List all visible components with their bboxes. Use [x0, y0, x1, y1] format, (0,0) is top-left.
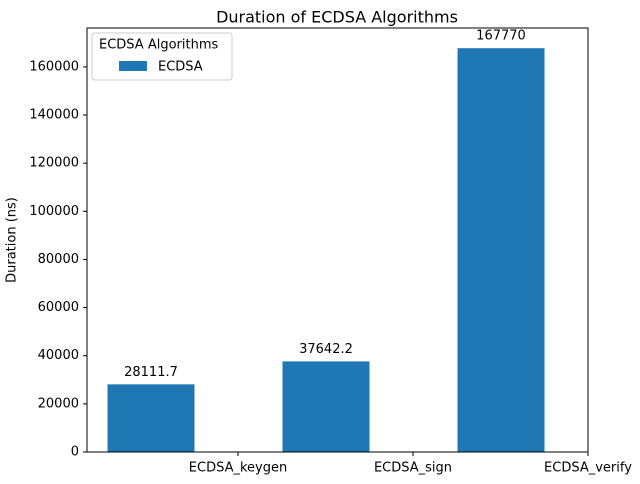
x-tick-label: ECDSA_keygen	[189, 461, 287, 476]
legend: ECDSA Algorithms ECDSA	[91, 32, 233, 81]
bar-ecdsa_verify	[457, 48, 545, 452]
bar-ecdsa_sign	[282, 361, 370, 452]
x-tick-label: ECDSA_sign	[374, 461, 452, 476]
y-tick-label: 120000	[29, 156, 79, 171]
y-tick-label: 60000	[38, 300, 79, 315]
bar-value-label: 167770	[476, 29, 526, 44]
bars-layer	[107, 48, 545, 452]
y-axis-label: Duration (ns)	[5, 197, 20, 283]
chart-title: Duration of ECDSA Algorithms	[216, 8, 458, 27]
x-tick-label: ECDSA_verify	[544, 461, 632, 476]
y-tick-label: 100000	[29, 204, 79, 219]
legend-swatch	[119, 61, 147, 71]
bar-ecdsa_keygen	[107, 384, 195, 452]
bar-value-label: 28111.7	[124, 365, 178, 380]
plot-frame	[86, 27, 589, 453]
legend-title: ECDSA Algorithms	[99, 38, 218, 53]
legend-entry-ecdsa: ECDSA	[158, 60, 203, 75]
x-axis-ticks: ECDSA_keygen ECDSA_sign ECDSA_verify	[189, 452, 632, 476]
y-tick-label: 40000	[38, 348, 79, 363]
y-tick-label: 20000	[38, 396, 79, 411]
value-labels-layer: 28111.7 37642.2 167770	[124, 29, 526, 380]
bar-value-label: 37642.2	[299, 342, 353, 357]
y-tick-label: 0	[71, 445, 79, 460]
y-axis-ticks: 0 20000 40000 60000 80000 100000 120000 140000 1…	[29, 59, 87, 460]
y-tick-label: 160000	[29, 59, 79, 74]
y-tick-label: 140000	[29, 108, 79, 123]
y-tick-label: 80000	[38, 252, 79, 267]
